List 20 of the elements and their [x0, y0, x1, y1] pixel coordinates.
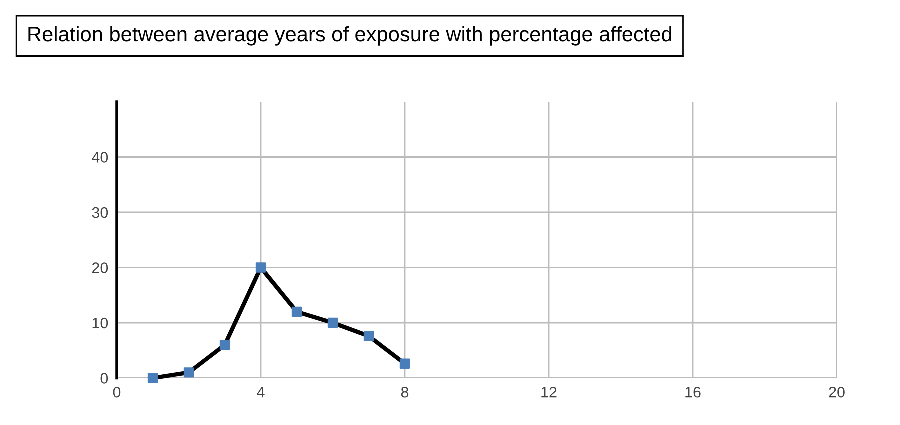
point — [256, 262, 266, 273]
x-tick-label: 8 — [401, 386, 409, 398]
point — [328, 318, 338, 328]
x-tick-label: 20 — [829, 386, 845, 398]
x-tick-label: 16 — [686, 386, 701, 398]
point — [364, 331, 374, 342]
x-tick-label: 0 — [113, 386, 121, 398]
x-tick-label: 4 — [257, 387, 265, 398]
point — [148, 373, 158, 384]
y-tick-label: 10 — [92, 318, 108, 329]
point — [400, 358, 410, 369]
point — [292, 306, 302, 318]
y-tick-label: 0 — [100, 373, 108, 384]
point — [220, 340, 230, 350]
y-tick-label: 40 — [92, 152, 108, 163]
y-tick-label: 30 — [92, 207, 108, 218]
point — [184, 368, 194, 378]
x-tick-label: 12 — [542, 386, 557, 398]
y-tick-label: 20 — [92, 262, 108, 274]
chart-title: Relation between average years of exposure with percentage affected — [28, 26, 672, 46]
